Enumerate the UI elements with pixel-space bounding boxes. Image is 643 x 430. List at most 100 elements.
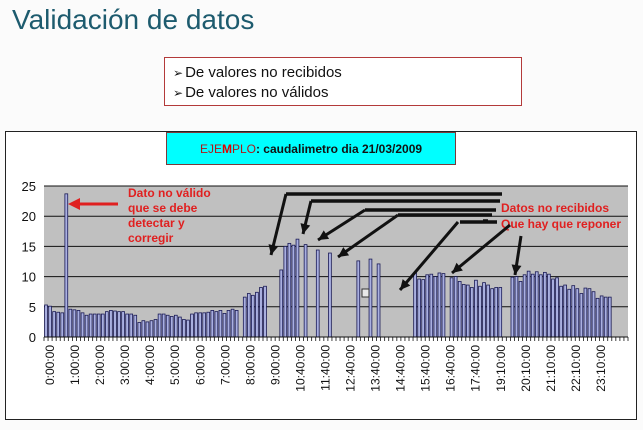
bar: [52, 311, 56, 338]
bar: [218, 310, 223, 338]
bar: [198, 312, 202, 338]
bar: [259, 287, 263, 338]
bar: [149, 320, 154, 338]
annotation-missing-text: Datos no recibidos: [501, 201, 609, 215]
bar: [413, 272, 417, 338]
x-tick-label: 4:00:00: [143, 345, 157, 385]
bar: [518, 281, 523, 338]
chart-title: EJE M PLO: caudalimetro dia 21/03/2009: [166, 132, 456, 165]
x-tick-label: 0:00:00: [43, 345, 57, 385]
bar: [522, 274, 527, 338]
bar: [603, 296, 608, 338]
bar: [92, 313, 97, 338]
black-arrowhead-icon: [511, 264, 522, 275]
bar: [417, 278, 421, 338]
bar: [607, 296, 612, 338]
bar: [575, 288, 580, 338]
bar: [526, 270, 531, 338]
bar: [368, 258, 373, 338]
black-arrowhead-icon: [400, 279, 411, 290]
x-tick-label: 1:00:00: [68, 345, 82, 385]
bar: [356, 260, 361, 338]
x-tick-label: 12:40:00: [344, 345, 358, 392]
bar: [194, 312, 198, 338]
bullet-arrow-icon: ➢: [173, 86, 184, 100]
bar: [457, 281, 462, 338]
bar: [141, 320, 146, 338]
bar: [579, 293, 584, 338]
bar: [538, 274, 543, 338]
bar: [109, 310, 113, 338]
bar: [376, 263, 381, 338]
bar: [44, 304, 48, 338]
bar: [478, 285, 482, 338]
x-tick-label: 8:00:00: [243, 345, 257, 385]
bar: [530, 273, 535, 338]
annotation-invalid-text: que se debe: [128, 201, 198, 215]
x-tick-label: 3:00:00: [118, 345, 132, 385]
black-arrow-icon: [451, 223, 511, 275]
bar: [105, 311, 109, 338]
bar: [129, 313, 134, 338]
bar: [157, 313, 162, 338]
x-tick-label: 7:00:00: [218, 345, 232, 385]
x-tick-label: 13:40:00: [369, 345, 383, 392]
bar: [433, 276, 438, 338]
bar: [137, 322, 142, 338]
bar: [182, 319, 186, 338]
y-tick-label: 15: [22, 239, 36, 254]
bar: [559, 285, 563, 338]
black-arrow-icon: [398, 221, 460, 291]
bar: [482, 282, 486, 338]
x-tick-label: 22:10:00: [569, 345, 583, 392]
bar: [255, 291, 259, 338]
bar: [222, 313, 227, 338]
x-tick-label: 15:40:00: [419, 345, 433, 392]
bullet-text: De valores no válidos: [185, 84, 329, 101]
bar: [283, 245, 288, 338]
bar: [80, 312, 85, 338]
bar: [173, 314, 178, 338]
y-tick-label: 20: [22, 209, 36, 224]
bar: [295, 238, 300, 338]
plot-area: [44, 186, 628, 337]
bar: [567, 288, 572, 338]
bar: [449, 277, 454, 338]
y-tick-label: 10: [22, 270, 36, 285]
bar: [84, 314, 89, 338]
bar: [56, 311, 61, 338]
x-tick-label: 5:00:00: [168, 345, 182, 385]
annotation-invalid-text: corregir: [128, 231, 174, 245]
chart-title-prefix: PLO: [231, 141, 256, 156]
black-arrowhead-icon: [300, 223, 311, 234]
x-tick-label: 21:10:00: [544, 345, 558, 392]
black-arrowhead-icon: [452, 262, 463, 273]
x-tick-label: 23:10:00: [594, 345, 608, 392]
bar: [583, 287, 588, 338]
bar: [547, 273, 551, 338]
bar: [595, 297, 600, 338]
bar: [461, 284, 466, 338]
bar: [490, 288, 494, 338]
x-tick-label: 6:00:00: [193, 345, 207, 385]
chart-title-text: : caudalimetro dia 21/03/2009: [255, 141, 423, 156]
bar: [429, 273, 434, 338]
bar: [287, 242, 292, 338]
bar: [121, 311, 125, 338]
bar: [421, 279, 426, 338]
bar: [303, 244, 308, 338]
bar: [591, 291, 596, 338]
black-arrowhead-icon: [268, 244, 279, 255]
bar: [498, 287, 503, 338]
bar: [68, 308, 73, 338]
x-tick-label: 20:10:00: [519, 345, 533, 392]
bullet-item: ➢ De valores no recibidos: [173, 63, 521, 83]
bar: [437, 272, 442, 338]
chart-title-highlight: M: [221, 141, 232, 156]
bullet-box: ➢ De valores no recibidos ➢ De valores n…: [164, 57, 522, 106]
bar: [587, 288, 592, 338]
bar: [453, 276, 458, 338]
bar: [328, 252, 332, 338]
bar: [161, 313, 166, 338]
